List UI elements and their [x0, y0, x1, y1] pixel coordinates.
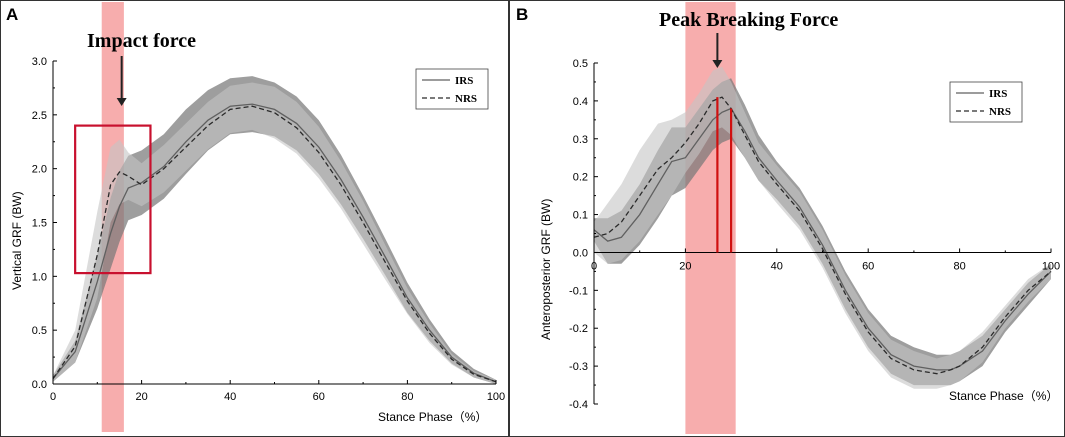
panel-a-y-axis-title: Vertical GRF (BW): [10, 191, 24, 290]
panel-b-y-axis-title: Anteroposterior GRF (BW): [539, 199, 553, 340]
panel-b-highlight-layer: [685, 2, 736, 434]
panel-a-legend-nrs-label: NRS: [455, 93, 477, 105]
panel-a-x-axis-title: Stance Phase（%）: [378, 410, 487, 424]
panel-a-x-tick-label: 20: [135, 391, 147, 403]
panel-a-x-tick-label: 100: [487, 391, 505, 403]
panel-b-sd-bands: [594, 66, 1051, 389]
panel-b-x-tick-label: 0: [591, 260, 597, 272]
panel-b-x-tick-label: 20: [679, 260, 691, 272]
panel-a-y-tick-label: 0.0: [32, 379, 47, 391]
impact-force-box: [74, 124, 152, 275]
panel-a-nrs-line: [52, 105, 497, 383]
panel-a-border: [0, 0, 509, 437]
panel-a-x-tick-label: 80: [401, 391, 413, 403]
panel-a-series-lines: [52, 103, 497, 383]
panel-b-series-lines: [593, 96, 1052, 375]
panel-b-y-tick-label: 0.3: [573, 134, 588, 146]
panel-a-legend-irs-label: IRS: [455, 75, 473, 87]
panel-b-y-tick-label: 0.4: [573, 96, 588, 108]
panel-b-y-tick-label: -0.1: [569, 285, 588, 297]
panel-b-highlight-band: [685, 2, 736, 434]
panel-b-y-tick-label: -0.2: [569, 323, 588, 335]
panel-b-arrow-head: [712, 60, 723, 68]
panel-a-x-tick-label: 40: [224, 391, 236, 403]
panel-a-irs-line: [52, 103, 497, 383]
panel-b-annotations: [712, 33, 733, 253]
panel-b-x-tick-label: 80: [953, 260, 965, 272]
panel-b-nrs-line: [593, 96, 1052, 375]
panel-b-letter: B: [516, 5, 528, 24]
panel-a-arrow-head: [116, 98, 127, 106]
panel-a-legend-box: [415, 68, 489, 110]
panel-b-y-tick-label: 0.2: [573, 172, 588, 184]
panel-b-border: [509, 0, 1065, 437]
panel-a-sd-bands: [53, 76, 496, 384]
panel-b-x-tick-label: 60: [862, 260, 874, 272]
panel-b-anteroposterior-grf: -0.4 -0.3 -0.2 -0.1 0.0 0.1 0.2 0.3 0.4 0.5 0 20 40 6…: [509, 0, 1065, 437]
panel-b-x-tick-label: 100: [1042, 260, 1060, 272]
panel-b-legend: IRS NRS: [949, 81, 1023, 123]
panel-a-y-tick-label: 1.0: [32, 271, 47, 283]
panel-a-y-tick-label: 0.5: [32, 325, 47, 337]
panel-b-x-tick-label: 40: [771, 260, 783, 272]
panel-a-y-tick-label: 2.0: [32, 164, 47, 176]
panel-b-legend-nrs-label: NRS: [989, 106, 1011, 118]
panel-b-axes: -0.4 -0.3 -0.2 -0.1 0.0 0.1 0.2 0.3 0.4 0.5 0 20 40 6…: [569, 58, 1060, 411]
panel-b-x-axis-title: Stance Phase（%）: [949, 389, 1058, 403]
panel-a-y-tick-label: 1.5: [32, 218, 47, 230]
panel-a-legend: IRS NRS: [415, 68, 489, 110]
panel-a-y-tick-label: 2.5: [32, 110, 47, 122]
panel-a-y-tick-label: 3.0: [32, 56, 47, 68]
panel-a-vertical-grf: 0.0 0.5 1.0 1.5 2.0 2.5 3.0 0 20 40 60 80 100 A Impa…: [0, 0, 509, 437]
panel-a-nrs-sd-band: [53, 82, 496, 384]
panel-a-axes: 0.0 0.5 1.0 1.5 2.0 2.5 3.0 0 20 40 60 80 100: [32, 56, 505, 403]
impact-force-annotation: Impact force: [87, 30, 196, 52]
panel-b-legend-irs-label: IRS: [989, 88, 1007, 100]
panel-b-y-tick-label: 0.5: [573, 58, 588, 70]
panel-a-letter: A: [6, 5, 18, 24]
panel-b-y-tick-label: 0.1: [573, 210, 588, 222]
panel-b-y-tick-label: 0.0: [573, 247, 588, 259]
panel-a-x-tick-label: 60: [313, 391, 325, 403]
panel-b-legend-box: [949, 81, 1023, 123]
panel-b-y-tick-label: -0.4: [569, 399, 588, 411]
panel-a-x-tick-label: 0: [50, 391, 56, 403]
panel-b-y-tick-label: -0.3: [569, 361, 588, 373]
panel-a-annotations: [74, 56, 152, 275]
peak-breaking-force-annotation: Peak Breaking Force: [659, 9, 838, 31]
